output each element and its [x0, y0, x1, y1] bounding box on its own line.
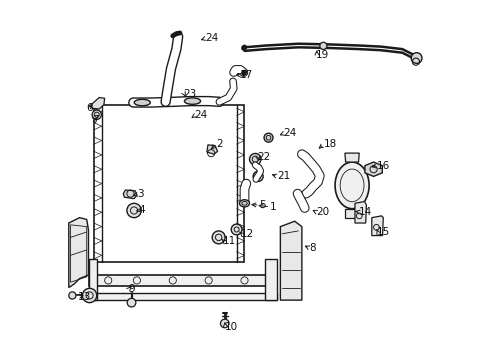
- Text: 23: 23: [183, 89, 196, 99]
- Polygon shape: [344, 153, 359, 162]
- Circle shape: [212, 231, 224, 244]
- Text: 7: 7: [92, 115, 99, 125]
- Polygon shape: [364, 162, 382, 176]
- Text: 21: 21: [276, 171, 289, 181]
- Polygon shape: [371, 216, 383, 235]
- Circle shape: [220, 319, 228, 328]
- Text: 24: 24: [194, 111, 207, 121]
- Text: 11: 11: [223, 236, 236, 246]
- Text: 18: 18: [323, 139, 336, 149]
- Text: 2: 2: [215, 139, 222, 149]
- Text: 16: 16: [376, 161, 389, 171]
- Ellipse shape: [334, 162, 368, 209]
- Text: 6: 6: [86, 103, 93, 113]
- Polygon shape: [123, 190, 137, 199]
- Text: 4: 4: [139, 206, 145, 216]
- Ellipse shape: [264, 133, 272, 142]
- Text: 14: 14: [359, 207, 372, 217]
- Text: 24: 24: [204, 33, 218, 43]
- Text: 15: 15: [376, 227, 389, 237]
- Circle shape: [82, 288, 97, 303]
- Text: 5: 5: [258, 200, 265, 210]
- Text: 13: 13: [78, 292, 91, 302]
- Polygon shape: [88, 275, 276, 286]
- Text: 8: 8: [308, 243, 315, 253]
- Polygon shape: [94, 105, 244, 262]
- Ellipse shape: [184, 98, 200, 104]
- Circle shape: [92, 110, 101, 120]
- Text: 12: 12: [241, 229, 254, 239]
- Polygon shape: [280, 221, 301, 300]
- Circle shape: [69, 292, 76, 299]
- Bar: [102, 107, 236, 261]
- Circle shape: [410, 53, 421, 63]
- Ellipse shape: [239, 200, 249, 207]
- Polygon shape: [88, 259, 97, 300]
- Polygon shape: [91, 98, 104, 109]
- Text: 3: 3: [137, 189, 143, 199]
- Text: 1: 1: [269, 202, 276, 212]
- Polygon shape: [206, 145, 217, 154]
- Ellipse shape: [249, 153, 261, 165]
- Polygon shape: [354, 202, 366, 223]
- Polygon shape: [265, 259, 276, 300]
- Circle shape: [231, 224, 242, 235]
- Ellipse shape: [253, 171, 263, 181]
- Text: 22: 22: [257, 152, 270, 162]
- Text: 24: 24: [283, 129, 296, 138]
- Text: 20: 20: [316, 207, 329, 217]
- Circle shape: [127, 298, 136, 307]
- Circle shape: [126, 203, 141, 218]
- Polygon shape: [69, 218, 88, 288]
- Polygon shape: [344, 209, 359, 218]
- Text: 10: 10: [224, 322, 238, 332]
- Text: 9: 9: [128, 284, 134, 294]
- Polygon shape: [88, 293, 276, 300]
- Text: 19: 19: [316, 50, 329, 60]
- Circle shape: [319, 42, 326, 49]
- Text: 17: 17: [240, 70, 253, 80]
- Ellipse shape: [134, 99, 150, 106]
